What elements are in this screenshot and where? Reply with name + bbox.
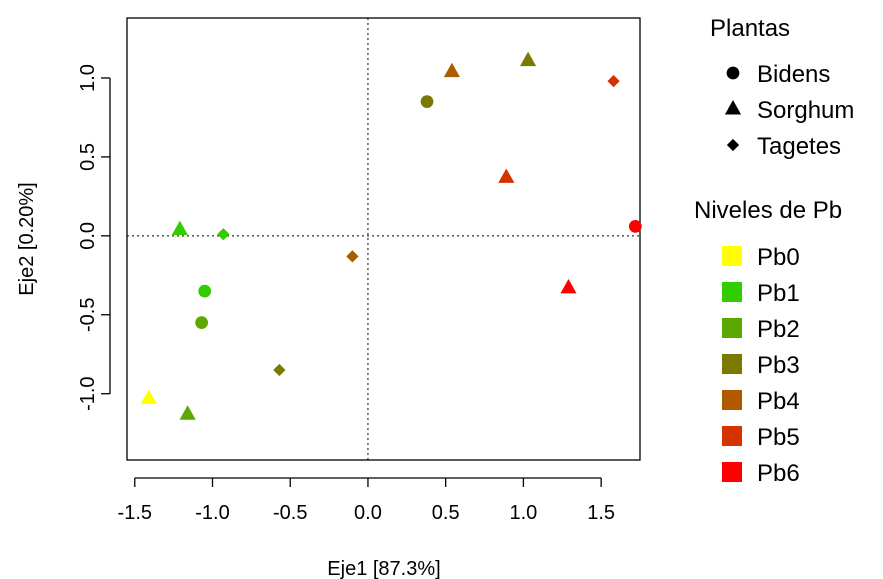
legend-level-label: Pb4 bbox=[757, 388, 800, 415]
data-point bbox=[140, 389, 157, 404]
data-point bbox=[195, 316, 208, 330]
data-point bbox=[198, 284, 212, 298]
y-tick-label: 0.0 bbox=[77, 222, 99, 250]
x-tick-label: 1.0 bbox=[510, 502, 538, 524]
x-tick-label: -1.5 bbox=[118, 502, 152, 524]
legend-level-label: Pb3 bbox=[757, 352, 800, 379]
data-point bbox=[498, 168, 515, 183]
legend-shape-label: Bidens bbox=[757, 61, 830, 88]
data-point bbox=[628, 219, 642, 233]
legend-plants-title: Plantas bbox=[710, 15, 790, 42]
x-tick-label: 1.5 bbox=[587, 502, 615, 524]
y-tick-label: 0.5 bbox=[77, 143, 99, 171]
plot-area bbox=[126, 17, 641, 461]
data-points bbox=[140, 51, 642, 420]
legend-level-swatch bbox=[722, 426, 742, 446]
legend-level-swatch bbox=[722, 282, 742, 302]
legend-plants-items: Bidens Sorghum Tagetes bbox=[724, 61, 854, 160]
data-point bbox=[607, 75, 620, 88]
legend-level-label: Pb6 bbox=[757, 460, 800, 487]
x-axis-label: Eje1 [87.3%] bbox=[327, 558, 440, 579]
legend-level-swatch bbox=[722, 390, 742, 410]
legend-shape-marker bbox=[726, 138, 740, 152]
data-point bbox=[420, 95, 434, 109]
legend-shape-marker bbox=[726, 66, 740, 80]
plot-frame bbox=[126, 17, 641, 461]
data-point bbox=[346, 250, 359, 263]
data-point bbox=[179, 405, 196, 420]
legend-shape-label: Sorghum bbox=[757, 97, 854, 124]
axes: -1.5 -1.0 -0.5 0.0 0.5 1.0 1.5 -1.0 -0.5 0.0 0.5 1.… bbox=[77, 64, 615, 524]
data-point bbox=[443, 62, 460, 78]
data-point bbox=[519, 51, 537, 67]
data-point bbox=[217, 228, 230, 241]
legend-level-label: Pb1 bbox=[757, 280, 800, 307]
legend-level-label: Pb0 bbox=[757, 244, 800, 271]
x-tick-label: -1.0 bbox=[195, 502, 229, 524]
x-tick-label: 0.5 bbox=[432, 502, 460, 524]
legend-levels-items: Pb0 Pb1 Pb2 Pb3 Pb4 Pb5 Pb6 bbox=[722, 244, 800, 487]
y-tick-label: 1.0 bbox=[77, 64, 99, 92]
legend-level-swatch bbox=[722, 246, 742, 266]
x-tick-label: 0.0 bbox=[354, 502, 382, 524]
data-point bbox=[560, 278, 577, 294]
legend-level-swatch bbox=[722, 462, 742, 482]
y-axis-label: Eje2 [0.20%] bbox=[16, 182, 38, 295]
legend: Plantas Bidens Sorghum Tagetes Niveles de … bbox=[694, 15, 854, 487]
legend-levels-title: Niveles de Pb bbox=[694, 197, 842, 224]
x-tick-label: -0.5 bbox=[273, 502, 307, 524]
legend-shape-marker bbox=[724, 100, 742, 115]
y-tick-label: -1.0 bbox=[77, 376, 99, 410]
legend-level-label: Pb2 bbox=[757, 316, 800, 343]
data-point bbox=[171, 220, 188, 236]
legend-level-label: Pb5 bbox=[757, 424, 800, 451]
legend-shape-label: Tagetes bbox=[757, 133, 841, 160]
data-point bbox=[273, 363, 286, 377]
legend-level-swatch bbox=[722, 318, 742, 338]
y-tick-label: -0.5 bbox=[77, 298, 99, 332]
legend-level-swatch bbox=[722, 354, 742, 374]
